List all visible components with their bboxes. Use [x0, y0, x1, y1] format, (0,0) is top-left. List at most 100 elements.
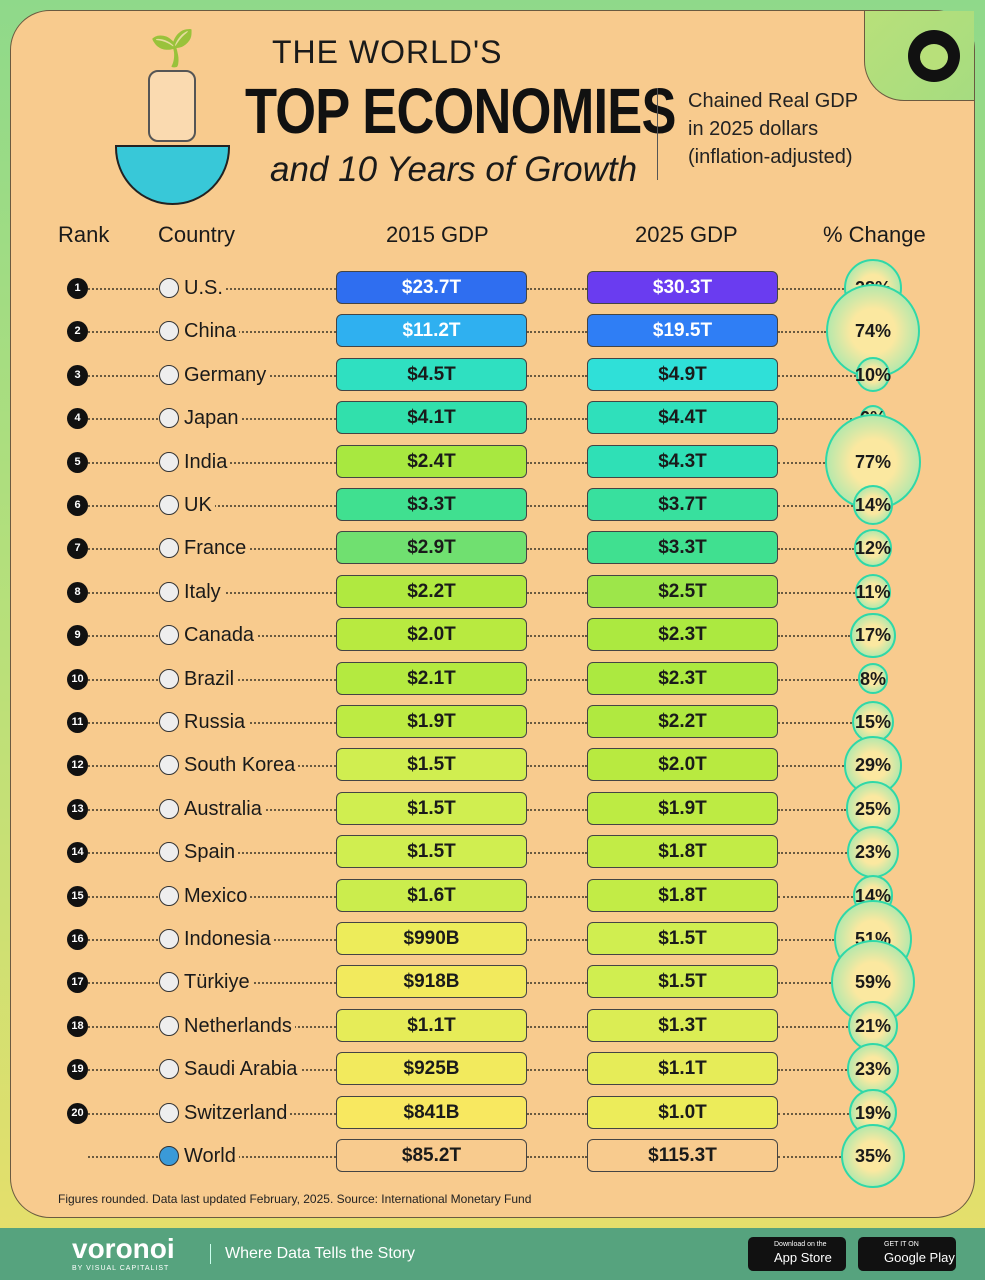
jar-icon	[148, 70, 196, 142]
rank-badge: 5	[67, 451, 88, 473]
dotted-leader	[527, 1025, 587, 1028]
gdp-2025-bar: $1.3T	[587, 1008, 778, 1042]
dotted-leader	[88, 548, 158, 551]
dotted-leader	[527, 418, 587, 421]
dotted-leader	[778, 1069, 847, 1072]
flag-icon	[159, 538, 179, 559]
dotted-leader	[190, 635, 336, 638]
change-value: 25%	[854, 798, 892, 819]
dotted-leader	[527, 1112, 587, 1115]
flag-icon	[159, 1015, 179, 1036]
title-line1: THE WORLD'S	[272, 34, 503, 70]
app-store-label: App Store	[774, 1250, 832, 1265]
change-value: 74%	[854, 321, 892, 342]
gdp-2015-bar: $2.2T	[336, 574, 527, 608]
gdp-2025-bar: $1.8T	[587, 835, 778, 869]
flag-icon	[159, 408, 179, 429]
tagline: Where Data Tells the Story	[210, 1244, 415, 1264]
rank-badge: 20	[67, 1102, 88, 1124]
google-play-button[interactable]: GET IT ON Google Play	[858, 1237, 956, 1271]
dotted-leader	[778, 635, 851, 638]
rank-badge: 8	[67, 581, 88, 603]
flag-icon	[159, 1059, 179, 1080]
change-value: 77%	[854, 451, 892, 472]
change-bubble	[857, 663, 889, 695]
dotted-leader	[527, 331, 587, 334]
subtitle-line: (inflation-adjusted)	[688, 146, 853, 168]
gdp-2015-bar: $85.2T	[336, 1139, 527, 1172]
gdp-2025-bar: $4.4T	[587, 401, 778, 435]
subtitle: Chained Real GDP in 2025 dollars (inflat…	[688, 87, 858, 171]
voronoi-logo[interactable]: voronoi BY VISUAL CAPITALIST	[72, 1234, 175, 1273]
rank-badge: 10	[67, 668, 88, 690]
country-name: China	[184, 319, 240, 344]
country-name: Brazil	[184, 666, 238, 691]
rank-badge: 2	[67, 321, 88, 343]
brand-sub: BY VISUAL CAPITALIST	[72, 1265, 170, 1272]
rank-badge: 7	[67, 538, 88, 560]
change-bubble	[850, 612, 896, 658]
rank-badge: 4	[67, 408, 88, 430]
rank-badge: 15	[67, 885, 88, 907]
visual-capitalist-logo-icon	[908, 30, 960, 82]
table-row: 9 Canada $2.0T $2.3T 17%	[0, 612, 985, 658]
dotted-leader	[527, 1156, 587, 1158]
country-name: Saudi Arabia	[184, 1057, 301, 1082]
divider	[657, 88, 658, 180]
gdp-2015-bar: $2.9T	[336, 531, 527, 565]
app-store-button[interactable]: Download on the App Store	[748, 1237, 846, 1271]
gdp-2015-bar: $1.9T	[336, 705, 527, 738]
gdp-2015-bar: $4.1T	[336, 401, 527, 435]
dotted-leader	[527, 374, 587, 377]
dotted-leader	[778, 808, 846, 811]
gdp-2015-bar: $2.1T	[336, 661, 527, 695]
dotted-leader	[88, 1069, 158, 1072]
dotted-leader	[778, 288, 845, 290]
dotted-leader	[88, 418, 158, 421]
change-value: 15%	[854, 712, 892, 732]
dotted-leader	[778, 1156, 841, 1158]
header-country: Country	[158, 222, 236, 247]
table-row: 20 Switzerland $841B $1.0T 19%	[0, 1088, 985, 1137]
table-row: 6 UK $3.3T $3.7T 14%	[0, 484, 985, 526]
dotted-leader	[88, 374, 158, 377]
rank-badge: 6	[67, 495, 88, 516]
change-value: 11%	[855, 581, 891, 602]
country-name: India	[184, 449, 231, 474]
dotted-leader	[190, 895, 336, 898]
flag-icon	[159, 581, 179, 602]
dotted-leader	[88, 895, 158, 898]
app-store-small: Download on the	[774, 1241, 827, 1248]
dotted-leader	[527, 982, 587, 985]
change-value: 8%	[859, 668, 886, 689]
title-line3: and 10 Years of Growth	[270, 150, 638, 189]
rank-badge: 3	[67, 364, 88, 386]
rank-badge: 11	[67, 712, 88, 733]
table-row: 5 India $2.4T $4.3T 77%	[0, 413, 985, 510]
table-row: 7 France $2.9T $3.3T 12%	[0, 528, 985, 568]
table-row: 15 Mexico $1.6T $1.8T 14%	[0, 875, 985, 917]
table-row: 19 Saudi Arabia $925B $1.1T 23%	[0, 1042, 985, 1096]
dotted-leader	[527, 895, 587, 898]
dotted-leader	[190, 288, 336, 290]
flag-icon	[159, 885, 179, 906]
table-row: 11 Russia $1.9T $2.2T 15%	[0, 700, 985, 744]
header-change: % Change	[823, 222, 926, 247]
country-name: Canada	[184, 623, 258, 648]
dotted-leader	[190, 461, 336, 464]
gdp-2025-bar: $19.5T	[587, 314, 778, 348]
rank-badge: 16	[67, 929, 88, 950]
dotted-leader	[88, 331, 158, 334]
table-row: 17 Türkiye $918B $1.5T 59%	[0, 940, 985, 1025]
dotted-leader	[190, 982, 336, 985]
gdp-2025-bar: $2.3T	[587, 661, 778, 695]
header-2015: 2015 GDP	[386, 222, 489, 247]
dotted-leader	[88, 808, 158, 811]
dotted-leader	[190, 505, 336, 507]
flag-icon	[159, 1102, 179, 1123]
flag-icon	[159, 842, 179, 863]
change-value: 12%	[854, 538, 892, 559]
gdp-2015-bar: $1.5T	[336, 748, 527, 782]
header-2025: 2025 GDP	[635, 222, 738, 247]
change-value: 19%	[854, 1102, 892, 1123]
